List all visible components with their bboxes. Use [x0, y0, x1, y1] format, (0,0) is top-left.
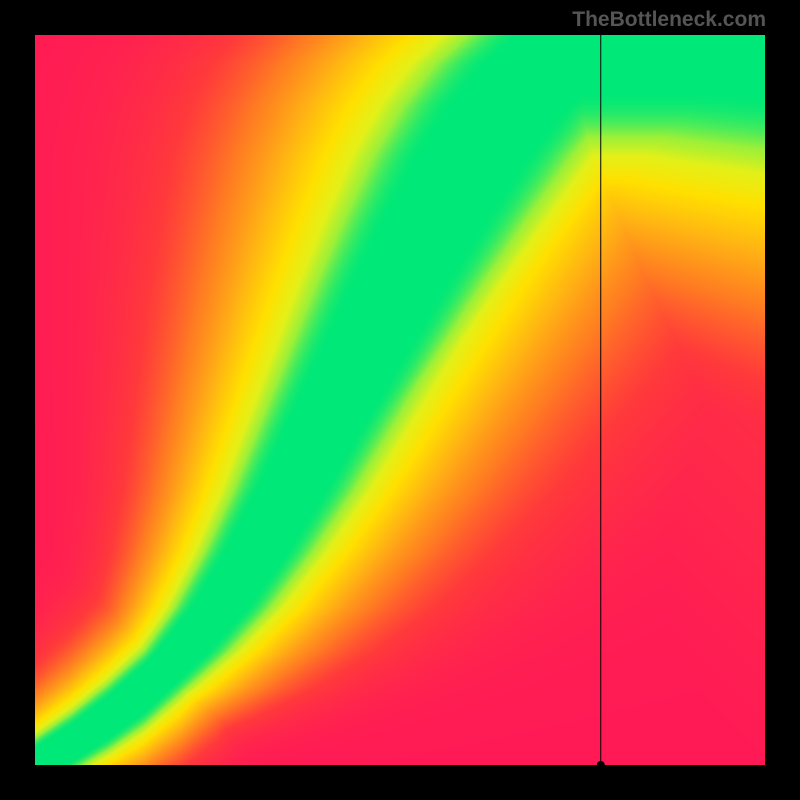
heatmap-canvas — [35, 35, 765, 765]
watermark-text: TheBottleneck.com — [572, 8, 766, 32]
heatmap-plot — [35, 35, 765, 765]
